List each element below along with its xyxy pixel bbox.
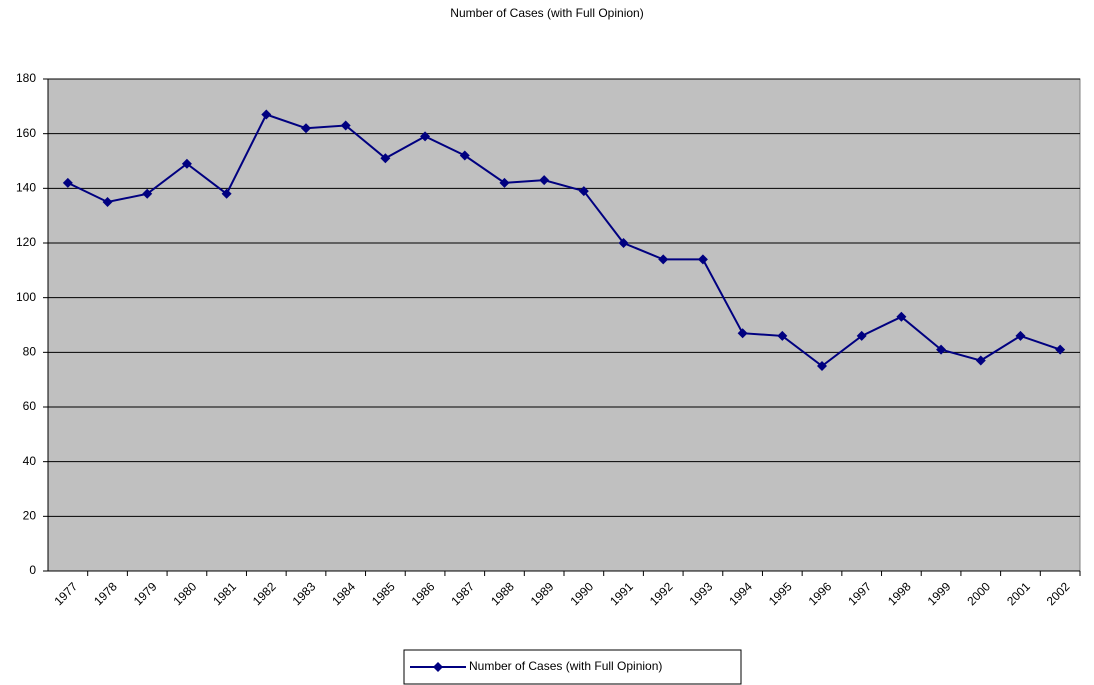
x-tick-label: 1995 — [766, 579, 795, 608]
marker — [181, 158, 192, 169]
marker — [459, 150, 470, 161]
chart-title: Number of Cases (with Full Opinion) — [450, 6, 643, 20]
x-tick-label: 1978 — [91, 579, 120, 608]
marker — [1055, 344, 1066, 355]
marker — [578, 186, 589, 197]
marker — [261, 109, 272, 120]
marker — [975, 355, 986, 366]
x-tick-label: 1981 — [210, 579, 239, 608]
marker — [936, 344, 947, 355]
x-tick-label: 1982 — [250, 579, 279, 608]
x-tick-label: 1980 — [171, 579, 200, 608]
y-tick-label: 80 — [23, 345, 37, 359]
y-tick-label: 100 — [16, 290, 36, 304]
y-tick-label: 40 — [23, 454, 37, 468]
marker — [896, 311, 907, 322]
marker — [697, 254, 708, 265]
plot-area — [47, 78, 1081, 572]
x-tick-label: 1999 — [925, 579, 954, 608]
y-tick-label: 60 — [23, 399, 37, 413]
marker — [499, 177, 510, 188]
marker — [221, 188, 232, 199]
y-tick-label: 180 — [16, 71, 36, 85]
x-tick-label: 1986 — [409, 579, 438, 608]
x-tick-label: 1991 — [607, 579, 636, 608]
x-tick-label: 1977 — [51, 579, 80, 608]
x-tick-label: 1979 — [131, 579, 160, 608]
marker — [62, 177, 73, 188]
marker — [102, 197, 113, 207]
x-tick-label: 1997 — [845, 579, 874, 608]
legend-label: Number of Cases (with Full Opinion) — [469, 659, 662, 673]
marker — [856, 330, 867, 341]
marker — [817, 361, 827, 371]
x-tick-label: 1992 — [647, 579, 676, 608]
marker — [618, 238, 629, 248]
x-tick-label: 2001 — [1004, 579, 1033, 608]
line — [67, 113, 1061, 368]
legend-marker — [433, 662, 443, 672]
y-tick-label: 140 — [16, 181, 36, 195]
marker — [777, 330, 788, 341]
marker — [539, 175, 550, 186]
x-tick-label: 1994 — [726, 579, 755, 608]
y-tick-label: 160 — [16, 126, 36, 140]
marker — [380, 153, 391, 164]
x-tick-label: 1983 — [290, 579, 319, 608]
y-tick-label: 20 — [23, 509, 37, 523]
marker — [301, 123, 311, 134]
x-tick-label: 1990 — [567, 579, 596, 608]
x-tick-label: 1988 — [488, 579, 517, 608]
x-tick-label: 1993 — [687, 579, 716, 608]
x-tick-label: 1989 — [528, 579, 557, 608]
marker — [142, 188, 153, 199]
x-tick-label: 1996 — [806, 579, 835, 608]
marker — [340, 120, 351, 131]
x-tick-label: 2000 — [964, 579, 993, 608]
x-tick-label: 1984 — [329, 579, 358, 608]
marker — [658, 254, 669, 265]
marker — [420, 131, 431, 142]
x-tick-label: 2002 — [1044, 579, 1073, 608]
marker — [1015, 330, 1026, 341]
x-tick-label: 1987 — [448, 579, 477, 608]
x-tick-label: 1998 — [885, 579, 914, 608]
marker — [737, 328, 748, 339]
y-tick-label: 0 — [29, 563, 36, 577]
x-tick-label: 1985 — [369, 579, 398, 608]
y-tick-label: 120 — [16, 235, 36, 249]
